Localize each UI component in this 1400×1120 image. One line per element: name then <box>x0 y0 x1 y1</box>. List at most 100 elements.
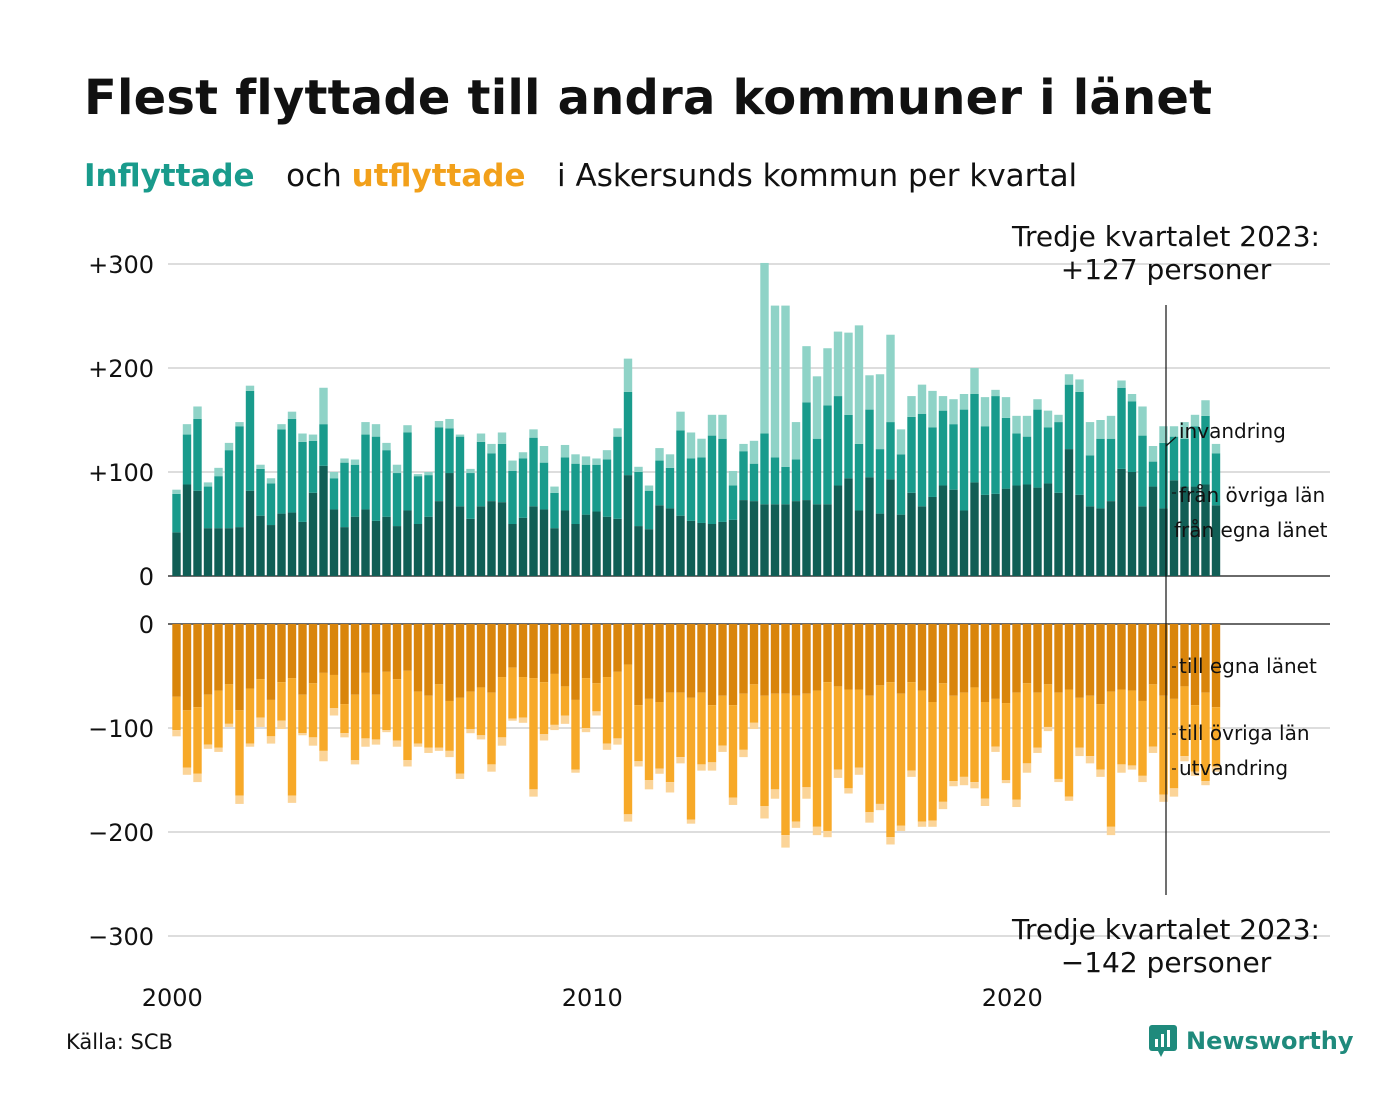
bar-from-other-counties <box>1211 453 1221 506</box>
bar-to-own-county <box>350 624 360 695</box>
bar-to-other-counties <box>812 690 822 827</box>
bar-from-own-county <box>623 475 633 576</box>
x-tick-label: 2010 <box>562 984 623 1012</box>
bar-to-own-county <box>1022 624 1032 684</box>
bar-from-own-county <box>949 489 958 576</box>
bar-immigration <box>172 489 181 494</box>
bar-to-other-counties <box>203 694 213 745</box>
bar-emigration <box>686 819 696 824</box>
bar-to-other-counties <box>781 693 790 836</box>
bar-immigration <box>959 394 969 410</box>
bar-emigration <box>256 717 265 727</box>
bar-emigration <box>277 720 286 730</box>
bar-from-own-county <box>1096 508 1105 576</box>
bar-emigration <box>550 724 559 731</box>
bar-to-own-county <box>550 624 559 674</box>
bar-emigration <box>781 835 790 848</box>
bar-to-other-counties <box>319 672 328 751</box>
bar-emigration <box>235 795 244 804</box>
bar-emigration <box>581 728 591 733</box>
bar-from-other-counties <box>245 390 255 491</box>
bar-from-other-counties <box>287 418 297 513</box>
bar-immigration <box>865 375 874 410</box>
subtitle-utflyttade: utflyttade <box>351 158 526 194</box>
bar-from-own-county <box>613 518 622 576</box>
subtitle-och: och <box>286 158 342 194</box>
bar-immigration <box>287 411 297 419</box>
bar-to-own-county <box>907 624 916 683</box>
bar-to-other-counties <box>340 704 349 734</box>
bar-from-other-counties <box>854 443 864 511</box>
bar-to-own-county <box>823 624 832 683</box>
bar-immigration <box>686 432 696 459</box>
bar-to-own-county <box>1106 624 1116 692</box>
bar-to-own-county <box>812 624 822 691</box>
bar-emigration <box>602 743 612 750</box>
bar-immigration <box>245 385 255 391</box>
bar-from-other-counties <box>1085 455 1095 507</box>
bar-to-other-counties <box>539 682 549 735</box>
bar-from-other-counties <box>697 457 706 523</box>
bar-from-other-counties <box>1180 438 1189 487</box>
bar-emigration <box>361 738 370 747</box>
bar-from-own-county <box>235 527 244 576</box>
bar-emigration <box>655 768 664 774</box>
bar-immigration <box>949 399 958 425</box>
top-annotation-line2: +127 personer <box>1061 253 1272 286</box>
bar-from-own-county <box>214 528 223 576</box>
bar-to-own-county <box>959 624 969 693</box>
bar-to-other-counties <box>739 693 748 750</box>
bar-to-own-county <box>455 624 465 698</box>
bar-to-own-county <box>791 624 801 696</box>
bar-from-own-county <box>518 517 528 576</box>
bar-emigration <box>1127 765 1137 770</box>
bar-immigration <box>214 467 223 477</box>
bar-from-own-county <box>1190 486 1200 576</box>
bar-to-other-counties <box>172 696 181 731</box>
bar-from-other-counties <box>875 449 885 514</box>
bar-emigration <box>1075 747 1084 757</box>
bar-from-other-counties <box>224 450 234 529</box>
bar-immigration <box>487 443 496 454</box>
bar-to-other-counties <box>896 693 906 826</box>
bar-to-own-county <box>970 624 979 688</box>
bar-from-other-counties <box>1117 387 1126 469</box>
bar-from-other-counties <box>718 438 727 522</box>
bar-from-own-county <box>382 516 391 576</box>
bar-from-other-counties <box>403 432 412 511</box>
bar-emigration <box>193 773 202 783</box>
bar-from-own-county <box>991 493 1000 576</box>
bar-emigration <box>760 806 769 819</box>
bar-to-other-counties <box>266 699 276 737</box>
bar-to-own-county <box>886 624 895 683</box>
bar-immigration <box>676 411 685 431</box>
bar-from-own-county <box>823 504 832 576</box>
bar-from-own-county <box>277 513 286 576</box>
bar-emigration <box>1022 763 1032 773</box>
lower-y-tick-label: 0 <box>139 611 154 639</box>
bar-immigration <box>497 432 507 444</box>
bar-from-other-counties <box>361 434 370 510</box>
bar-from-other-counties <box>550 492 559 529</box>
bar-from-own-county <box>865 477 874 576</box>
bar-from-own-county <box>1148 486 1158 576</box>
bar-to-other-counties <box>1033 692 1042 748</box>
bar-emigration <box>434 747 444 751</box>
bar-from-other-counties <box>1159 442 1168 509</box>
bar-from-own-county <box>287 512 297 576</box>
bar-from-own-county <box>497 502 507 576</box>
bar-to-other-counties <box>476 687 486 736</box>
newsworthy-icon <box>1149 1025 1177 1057</box>
bar-to-other-counties <box>1159 695 1168 795</box>
bar-to-own-county <box>1075 624 1084 698</box>
bar-immigration <box>455 434 465 437</box>
bar-from-own-county <box>392 526 402 576</box>
bar-emigration <box>413 743 423 747</box>
bar-to-other-counties <box>928 702 937 821</box>
bar-from-other-counties <box>665 467 675 509</box>
bar-emigration <box>823 830 832 838</box>
bar-to-own-county <box>182 624 192 711</box>
bar-to-own-county <box>854 624 864 690</box>
bar-from-other-counties <box>1106 438 1116 502</box>
source-note: Källa: SCB <box>66 1030 173 1054</box>
